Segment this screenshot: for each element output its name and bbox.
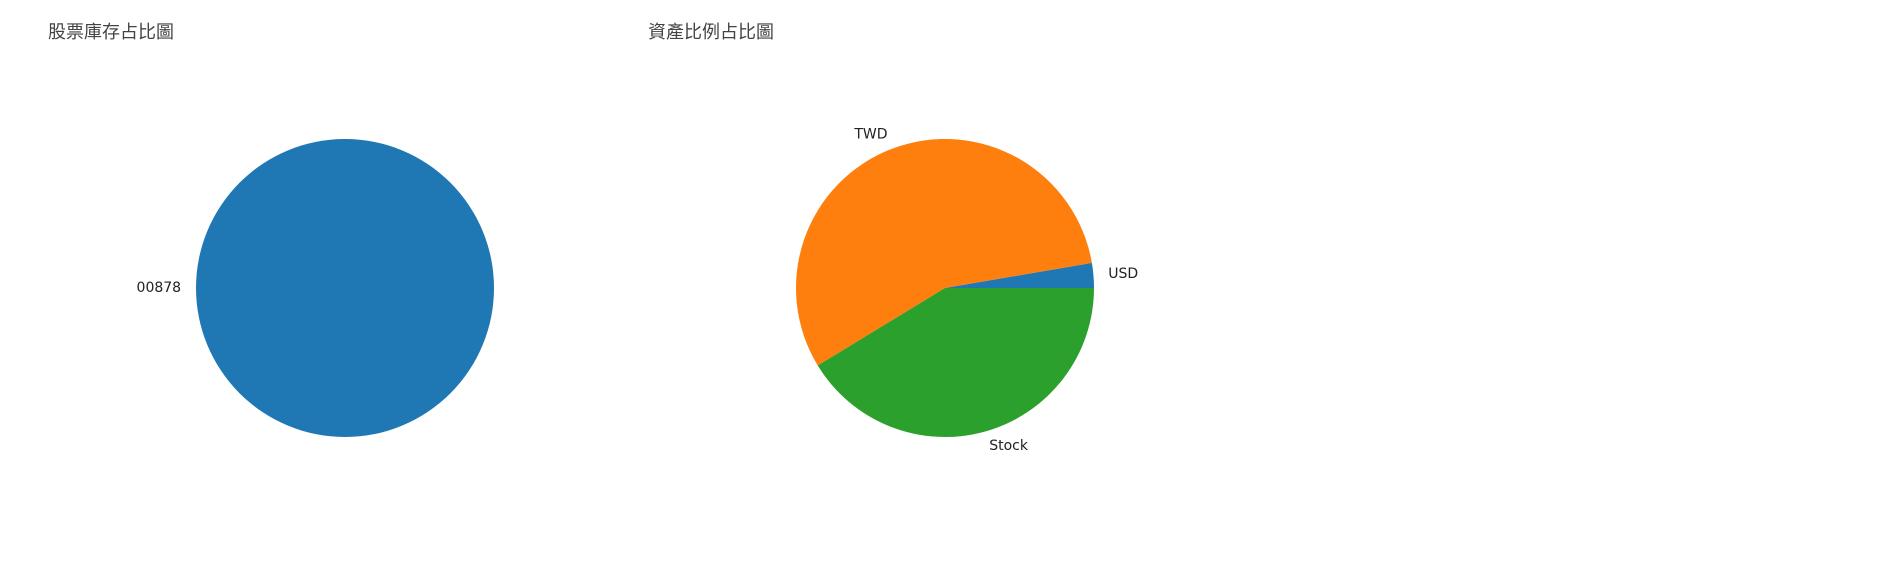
pie-canvas: 00878 (137, 139, 494, 437)
pie-slice-stock (817, 288, 1094, 438)
pie-label: Stock (989, 438, 1029, 454)
pie-label: 00878 (137, 280, 182, 296)
pie-slice-00878 (196, 139, 494, 437)
pie-slice-twd (796, 139, 1092, 366)
chart-title: 股票庫存占比圖 (48, 22, 174, 43)
chart-title: 資產比例占比圖 (648, 22, 774, 43)
pie-canvas: USD TWD Stock (796, 126, 1138, 454)
pie-label: TWD (853, 126, 887, 142)
pie-slice-usd (945, 262, 1094, 288)
pie-label: USD (1108, 266, 1138, 282)
asset-ratio-pie-chart: 資產比例占比圖 USD TWD Stock (600, 0, 1200, 561)
stock-holdings-pie-chart: 股票庫存占比圖 00878 (0, 0, 600, 561)
